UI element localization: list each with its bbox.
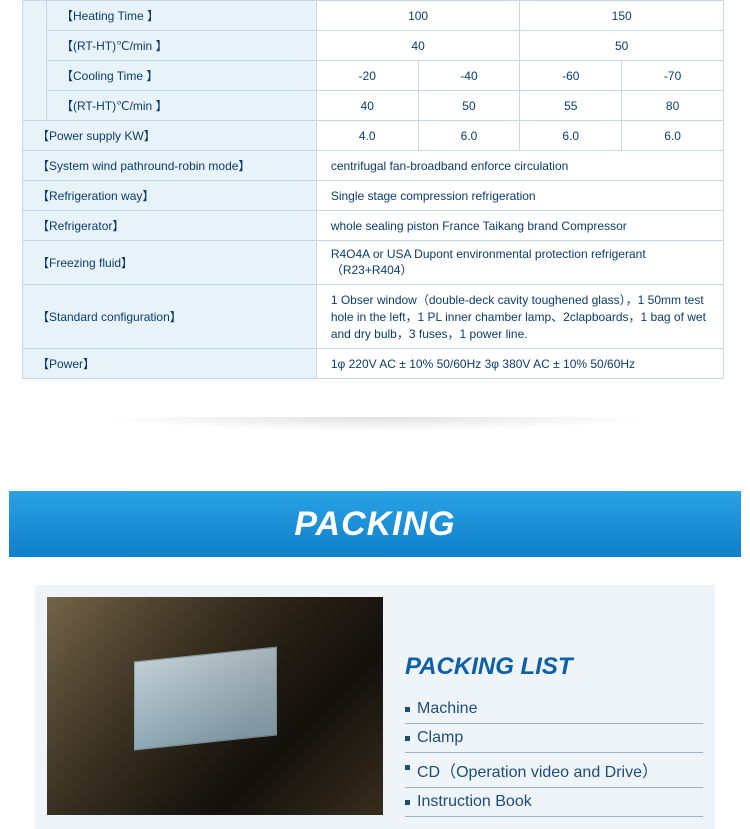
spec-value: -40	[418, 61, 520, 91]
table-row: 【Cooling Time 】-20-40-60-70	[23, 61, 724, 91]
table-row: 【System wind pathround-robin mode】centri…	[23, 151, 724, 181]
list-item: CD（Operation video and Drive）	[405, 753, 703, 788]
spec-value: 1φ 220V AC ± 10% 50/60Hz 3φ 380V AC ± 10…	[316, 349, 723, 379]
spec-value: Single stage compression refrigeration	[316, 181, 723, 211]
list-item: Clamp	[405, 724, 703, 753]
spec-value: 40	[316, 31, 520, 61]
packing-banner: PACKING	[9, 491, 741, 557]
table-row: 【Refrigeration way】Single stage compress…	[23, 181, 724, 211]
spec-label: 【Refrigeration way】	[23, 181, 317, 211]
spec-value: 6.0	[520, 121, 622, 151]
spec-value: 1 Obser window（double-deck cavity toughe…	[316, 285, 723, 349]
spec-value: 50	[520, 31, 724, 61]
packing-list: MachineClampCD（Operation video and Drive…	[405, 695, 703, 817]
packing-panel: PACKING LIST MachineClampCD（Operation vi…	[35, 585, 715, 829]
table-row: 【Power】1φ 220V AC ± 10% 50/60Hz 3φ 380V …	[23, 349, 724, 379]
spec-value: 100	[316, 1, 520, 31]
spec-label: 【System wind pathround-robin mode】	[23, 151, 317, 181]
divider-shadow	[95, 417, 655, 431]
spacer	[0, 431, 750, 491]
list-item: Machine	[405, 695, 703, 724]
spec-value: 40	[316, 91, 418, 121]
packing-photo	[47, 597, 383, 815]
spec-label: 【Heating Time 】	[46, 1, 316, 31]
side-cell	[23, 1, 47, 121]
spec-value: R4O4A or USA Dupont environmental protec…	[316, 241, 723, 285]
spec-value: 6.0	[622, 121, 724, 151]
spec-table: 【Heating Time 】100150【(RT-HT)℃/min 】4050…	[22, 0, 724, 379]
spec-label: 【Freezing fluid】	[23, 241, 317, 285]
table-row: 【Standard configuration】1 Obser window（d…	[23, 285, 724, 349]
table-row: 【Power supply KW】4.06.06.06.0	[23, 121, 724, 151]
list-item: Instruction Book	[405, 788, 703, 817]
spec-value: 4.0	[316, 121, 418, 151]
spec-label: 【Cooling Time 】	[46, 61, 316, 91]
packing-banner-text: PACKING	[294, 505, 455, 544]
spec-label: 【Power supply KW】	[23, 121, 317, 151]
table-row: 【(RT-HT)℃/min 】40505580	[23, 91, 724, 121]
spec-value: 6.0	[418, 121, 520, 151]
spec-label: 【Refrigerator】	[23, 211, 317, 241]
spec-label: 【Power】	[23, 349, 317, 379]
packing-list-title: PACKING LIST	[405, 653, 703, 681]
spec-value: 55	[520, 91, 622, 121]
spec-value: 80	[622, 91, 724, 121]
spec-label: 【Standard configuration】	[23, 285, 317, 349]
table-row: 【(RT-HT)℃/min 】4050	[23, 31, 724, 61]
table-row: 【Freezing fluid】R4O4A or USA Dupont envi…	[23, 241, 724, 285]
spec-value: 150	[520, 1, 724, 31]
spec-value: centrifugal fan-broadband enforce circul…	[316, 151, 723, 181]
table-row: 【Heating Time 】100150	[23, 1, 724, 31]
spec-value: -70	[622, 61, 724, 91]
spec-value: -60	[520, 61, 622, 91]
spec-value: whole sealing piston France Taikang bran…	[316, 211, 723, 241]
spec-label: 【(RT-HT)℃/min 】	[46, 31, 316, 61]
spec-value: -20	[316, 61, 418, 91]
table-row: 【Refrigerator】whole sealing piston Franc…	[23, 211, 724, 241]
spec-label: 【(RT-HT)℃/min 】	[46, 91, 316, 121]
spec-value: 50	[418, 91, 520, 121]
packing-right: PACKING LIST MachineClampCD（Operation vi…	[405, 597, 703, 817]
